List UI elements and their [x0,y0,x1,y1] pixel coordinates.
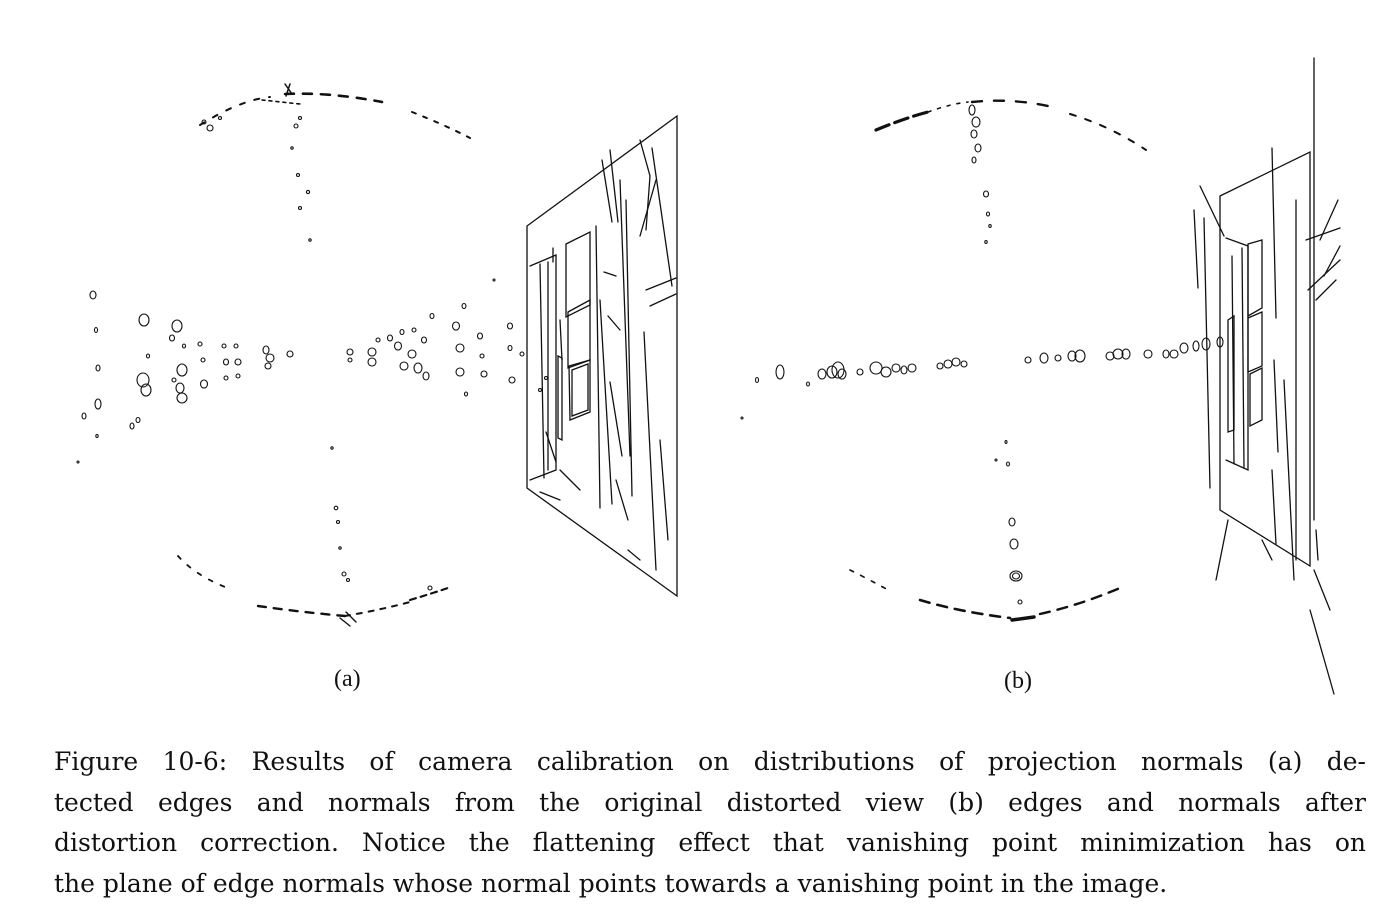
panel-b-image-plane [1193,57,1341,695]
caption-line: tected edges and normals from the origin… [54,787,1366,817]
panel-a-illustration [76,83,678,627]
caption-line: the plane of edge normals whose normal p… [54,868,1168,898]
figure-illustration [76,57,1341,695]
panel-b-illustration [740,57,1341,695]
panel-a-scatter-noise [76,278,549,464]
caption-line: Figure 10-6: Results of camera calibrati… [54,747,1366,776]
panel-a-horizontal-normals [81,290,525,439]
panel-b-horizontal-normals [754,336,1224,387]
panel-a-sphere-top-arc [199,83,471,139]
panel-a-label: (a) [334,666,361,692]
panel-b-sphere-bottom-arc [849,569,1122,622]
panel-a-vertical-normals [201,115,433,591]
panel-b-vertical-normals [968,104,1023,605]
panel-b-label: (b) [1004,668,1032,694]
panel-a-sphere-bottom-arc [177,555,450,627]
figure-10-6: (a) (b) [76,57,1341,695]
figure-caption: Figure 10-6: Results of camera calibrati… [54,742,1366,904]
caption-line: distortion correction. Notice the flatte… [54,828,1366,857]
panel-b-sphere-top-arc [874,99,1147,151]
panel-a-image-plane [526,114,678,598]
panel-b-scatter-noise [740,416,998,462]
